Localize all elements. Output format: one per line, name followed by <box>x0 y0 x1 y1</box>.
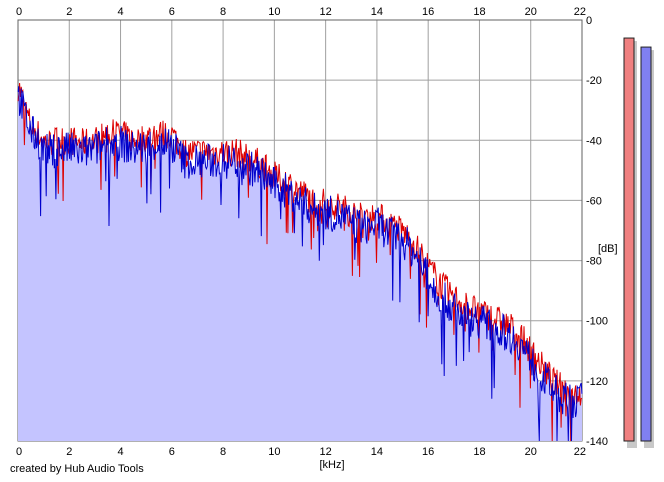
y-tick-label: -60 <box>586 195 602 207</box>
x-tick-label-bottom: 10 <box>268 446 280 458</box>
level-meters <box>623 37 654 449</box>
y-tick-label: -80 <box>586 256 602 268</box>
y-tick-label: -140 <box>586 436 608 448</box>
x-tick-label-bottom: 0 <box>16 446 22 458</box>
x-tick-label-top: 12 <box>320 6 332 18</box>
x-axis-label: [kHz] <box>319 459 344 471</box>
x-tick-label-top: 0 <box>16 6 22 18</box>
x-tick-label-top: 6 <box>169 6 175 18</box>
x-tick-label-top: 2 <box>66 6 72 18</box>
y-tick-label: 0 <box>586 15 592 27</box>
level-meter-bar <box>623 37 635 442</box>
y-tick-labels: 0 -20 -40 -60 -80 -100 -120 -140 <box>586 15 608 448</box>
x-tick-label-bottom: 4 <box>117 446 123 458</box>
x-tick-label-bottom: 16 <box>422 446 434 458</box>
x-tick-label-top: 8 <box>220 6 226 18</box>
x-tick-label-top: 22 <box>574 6 586 18</box>
y-tick-label: -100 <box>586 316 608 328</box>
spectrum-fill-area <box>18 86 582 442</box>
y-axis-label: [dB] <box>598 243 618 255</box>
x-tick-labels-top: 0 2 4 6 8 10 12 14 16 18 20 22 <box>16 6 586 18</box>
x-tick-label-bottom: 14 <box>371 446 383 458</box>
x-tick-label-top: 10 <box>268 6 280 18</box>
x-tick-label-bottom: 20 <box>525 446 537 458</box>
x-tick-label-top: 16 <box>422 6 434 18</box>
y-tick-label: -40 <box>586 135 602 147</box>
y-tick-label: -120 <box>586 376 608 388</box>
series-line-blue <box>17 86 583 442</box>
x-tick-label-bottom: 18 <box>473 446 485 458</box>
x-tick-label-bottom: 6 <box>169 446 175 458</box>
x-tick-label-top: 18 <box>473 6 485 18</box>
y-tick-label: -20 <box>586 75 602 87</box>
x-tick-labels-bottom: 0 2 4 6 8 10 12 14 16 18 20 22 <box>16 446 586 458</box>
level-meter-bar <box>640 46 652 442</box>
x-tick-label-bottom: 22 <box>574 446 586 458</box>
credit-text: created by Hub Audio Tools <box>10 463 144 475</box>
x-tick-label-bottom: 8 <box>220 446 226 458</box>
x-tick-label-bottom: 12 <box>320 446 332 458</box>
x-tick-label-top: 14 <box>371 6 383 18</box>
x-tick-label-top: 4 <box>117 6 123 18</box>
x-tick-label-bottom: 2 <box>66 446 72 458</box>
x-tick-label-top: 20 <box>525 6 537 18</box>
